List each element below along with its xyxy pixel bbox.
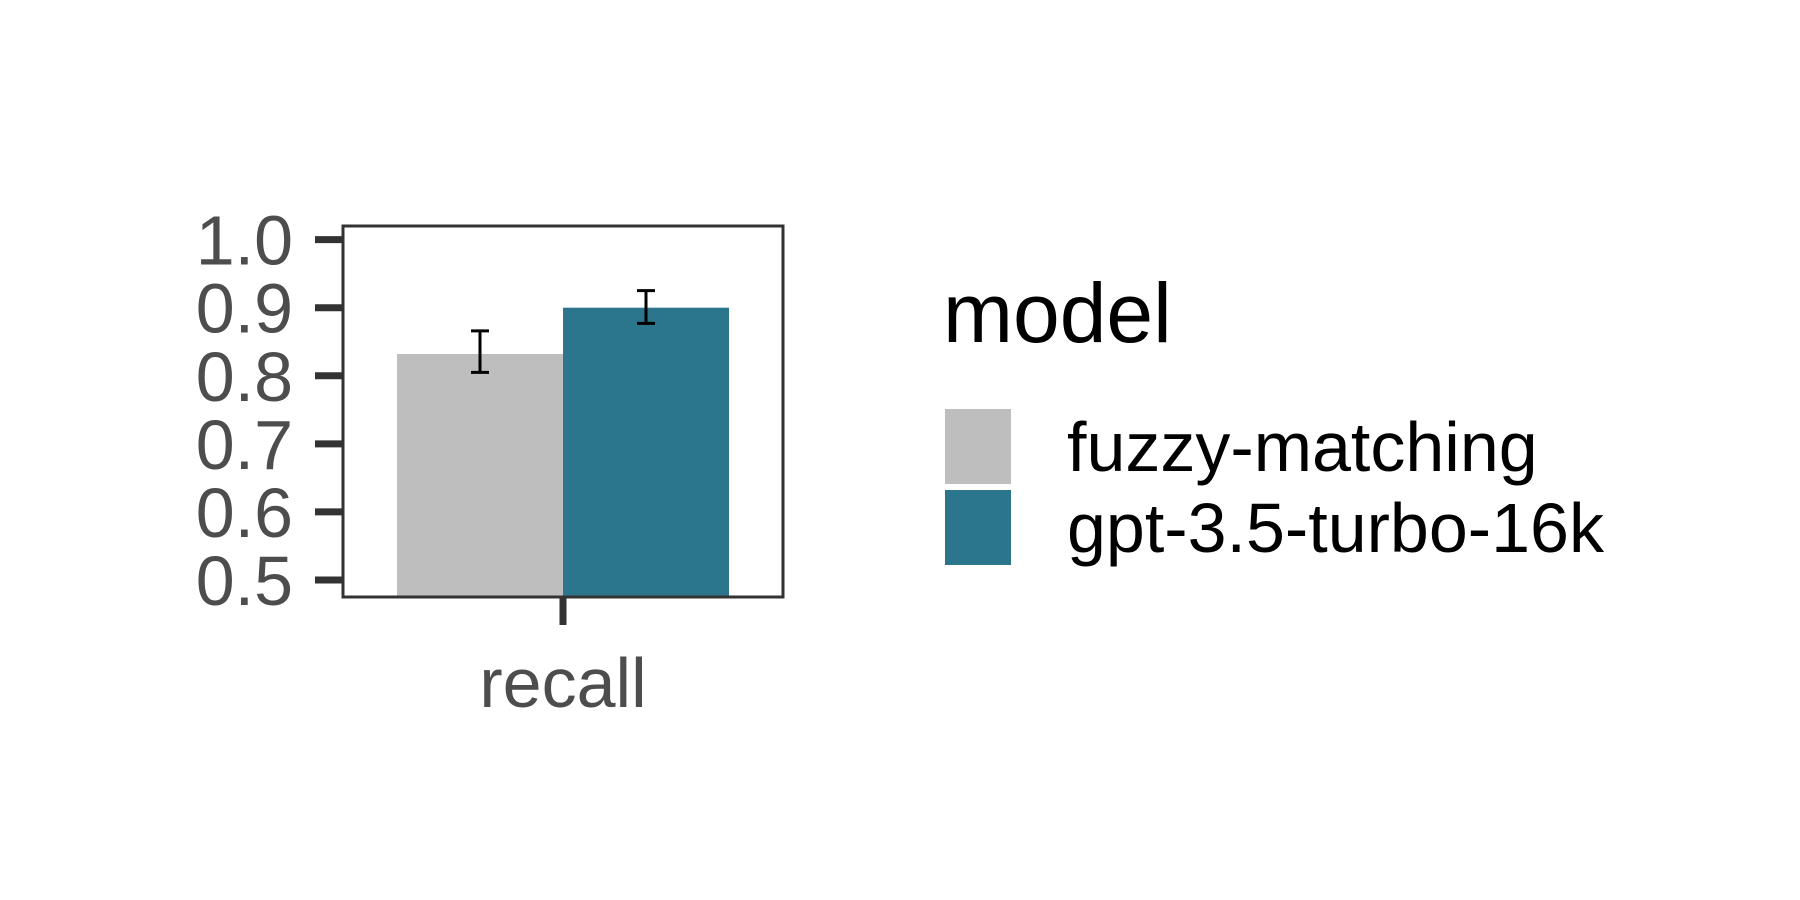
legend-label-fuzzy-matching: fuzzy-matching	[1067, 408, 1538, 486]
bar-gpt-3-5-turbo-16k	[563, 307, 729, 597]
y-tick-label: 0.6	[196, 474, 293, 552]
legend-label-gpt-3-5-turbo-16k: gpt-3.5-turbo-16k	[1067, 489, 1605, 567]
y-tick-label: 0.9	[196, 270, 293, 348]
y-axis: 0.50.60.70.80.91.0	[196, 202, 343, 620]
error-bars-layer	[471, 289, 655, 374]
bar-fuzzy-matching	[397, 353, 563, 597]
y-tick-label: 0.7	[196, 406, 293, 484]
x-tick-label: recall	[479, 644, 646, 722]
y-tick-label: 0.8	[196, 338, 293, 416]
bars-layer	[397, 307, 729, 597]
y-tick-label: 1.0	[196, 202, 293, 280]
legend-title: model	[943, 266, 1172, 360]
legend-key-gpt-3-5-turbo-16k	[945, 490, 1011, 565]
x-axis: recall	[479, 597, 647, 722]
y-tick-label: 0.5	[196, 542, 293, 620]
legend-key-fuzzy-matching	[945, 409, 1011, 484]
